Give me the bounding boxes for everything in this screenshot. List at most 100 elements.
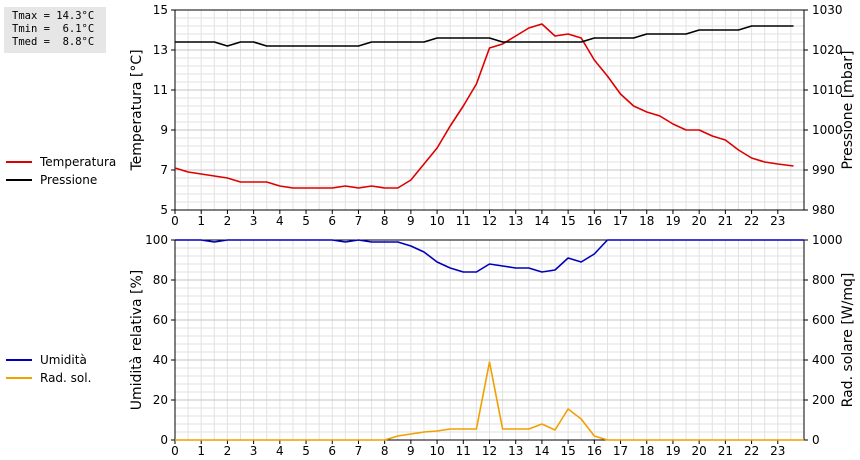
- legend-label: Pressione: [40, 173, 98, 187]
- stat-tmax: Tmax = 14.3°C: [12, 10, 95, 22]
- stat-tmed: Tmed = 8.8°C: [12, 36, 95, 48]
- x-tick-label: 5: [302, 214, 310, 228]
- y-tick-label-left: 13: [153, 43, 168, 57]
- series-line-rad-sol: [175, 361, 804, 441]
- x-tick-label: 0: [171, 214, 179, 228]
- y-tick-label-right: 800: [812, 273, 835, 287]
- x-tick-label: 20: [692, 214, 707, 228]
- x-tick-label: 14: [534, 444, 549, 458]
- x-tick-label: 7: [355, 444, 363, 458]
- x-tick-label: 4: [276, 444, 284, 458]
- x-tick-label: 4: [276, 214, 284, 228]
- x-tick-label: 8: [381, 214, 389, 228]
- x-tick-label: 10: [429, 444, 444, 458]
- x-tick-label: 7: [355, 214, 363, 228]
- x-tick-label: 2: [224, 214, 232, 228]
- x-tick-label: 3: [250, 444, 258, 458]
- x-tick-label: 20: [692, 444, 707, 458]
- x-tick-label: 16: [587, 214, 602, 228]
- legend-swatch: [6, 179, 32, 181]
- legend-label: Umidità: [40, 353, 87, 367]
- x-tick-label: 22: [744, 214, 759, 228]
- x-tick-label: 2: [224, 444, 232, 458]
- x-tick-label: 22: [744, 444, 759, 458]
- y-tick-label-left: 100: [145, 233, 168, 247]
- x-tick-label: 12: [482, 214, 497, 228]
- x-tick-label: 23: [770, 214, 785, 228]
- legend-item-temperatura: Temperatura: [6, 153, 116, 171]
- y-tick-label-left: 5: [160, 203, 168, 217]
- y-tick-label-left: 9: [160, 123, 168, 137]
- y-tick-label-right: 1020: [812, 43, 843, 57]
- y-tick-label-right: 200: [812, 393, 835, 407]
- y-axis-label-right: Rad. solare [W/mq]: [840, 273, 856, 408]
- legend-bottom: Umidità Rad. sol.: [6, 351, 91, 387]
- x-tick-label: 11: [456, 214, 471, 228]
- y-tick-label-right: 1010: [812, 83, 843, 97]
- legend-item-pressione: Pressione: [6, 171, 116, 189]
- series-line-umidit: [175, 239, 804, 273]
- y-tick-label-left: 15: [153, 3, 168, 17]
- x-tick-label: 21: [718, 214, 733, 228]
- legend-label: Temperatura: [40, 155, 117, 169]
- legend-swatch: [6, 161, 32, 163]
- legend-top: Temperatura Pressione: [6, 153, 116, 189]
- x-tick-label: 15: [560, 214, 575, 228]
- x-tick-label: 19: [665, 214, 680, 228]
- x-tick-label: 11: [456, 444, 471, 458]
- x-tick-label: 6: [328, 214, 336, 228]
- y-tick-label-left: 7: [160, 163, 168, 177]
- legend-swatch: [6, 359, 32, 361]
- y-tick-label-right: 980: [812, 203, 835, 217]
- x-tick-label: 18: [639, 444, 654, 458]
- chart-panel-2: 0 1 2 3 4 5 6 7 8 9 10 11 12 13 14 15 16 17 18 19 20 21 22 2302…: [129, 233, 856, 458]
- y-tick-label-right: 1030: [812, 3, 843, 17]
- y-tick-label-left: 11: [153, 83, 168, 97]
- y-tick-label-right: 0: [812, 433, 820, 447]
- series-line-temperatura: [174, 23, 794, 189]
- y-tick-label-right: 600: [812, 313, 835, 327]
- x-tick-label: 10: [429, 214, 444, 228]
- x-tick-label: 9: [407, 444, 415, 458]
- chart-panel-1: 0 1 2 3 4 5 6 7 8 9 10 11 12 13 14 15 16 17 18 19 20 21 22 2357…: [129, 3, 856, 228]
- x-tick-label: 23: [770, 444, 785, 458]
- y-tick-label-left: 20: [153, 393, 168, 407]
- y-tick-label-left: 40: [153, 353, 168, 367]
- legend-swatch: [6, 377, 32, 379]
- x-tick-label: 17: [613, 444, 628, 458]
- legend-item-umidita: Umidità: [6, 351, 91, 369]
- x-tick-label: 17: [613, 214, 628, 228]
- x-tick-label: 12: [482, 444, 497, 458]
- y-tick-label-left: 0: [160, 433, 168, 447]
- x-tick-label: 0: [171, 444, 179, 458]
- y-tick-label-left: 80: [153, 273, 168, 287]
- legend-label: Rad. sol.: [40, 371, 92, 385]
- x-tick-label: 5: [302, 444, 310, 458]
- x-tick-label: 13: [508, 214, 523, 228]
- x-tick-label: 19: [665, 444, 680, 458]
- y-axis-label-right: Pressione [mbar]: [840, 50, 856, 169]
- x-tick-label: 21: [718, 444, 733, 458]
- y-axis-label-left: Umidità relativa [%]: [129, 270, 145, 411]
- y-tick-label-right: 1000: [812, 123, 843, 137]
- x-tick-label: 13: [508, 444, 523, 458]
- x-tick-label: 6: [328, 444, 336, 458]
- x-tick-label: 3: [250, 214, 258, 228]
- legend-item-rad-sol: Rad. sol.: [6, 369, 91, 387]
- stats-box: Tmax = 14.3°C Tmin = 6.1°C Tmed = 8.8°C: [4, 7, 106, 53]
- y-tick-label-left: 60: [153, 313, 168, 327]
- x-tick-label: 15: [560, 444, 575, 458]
- x-tick-label: 16: [587, 444, 602, 458]
- x-tick-label: 1: [197, 214, 205, 228]
- x-tick-label: 18: [639, 214, 654, 228]
- series-line-pressione: [175, 25, 794, 47]
- x-tick-label: 9: [407, 214, 415, 228]
- y-tick-label-right: 400: [812, 353, 835, 367]
- x-tick-label: 14: [534, 214, 549, 228]
- y-tick-label-right: 1000: [812, 233, 843, 247]
- y-tick-label-right: 990: [812, 163, 835, 177]
- x-tick-label: 1: [197, 444, 205, 458]
- x-tick-label: 8: [381, 444, 389, 458]
- stat-tmin: Tmin = 6.1°C: [12, 23, 95, 35]
